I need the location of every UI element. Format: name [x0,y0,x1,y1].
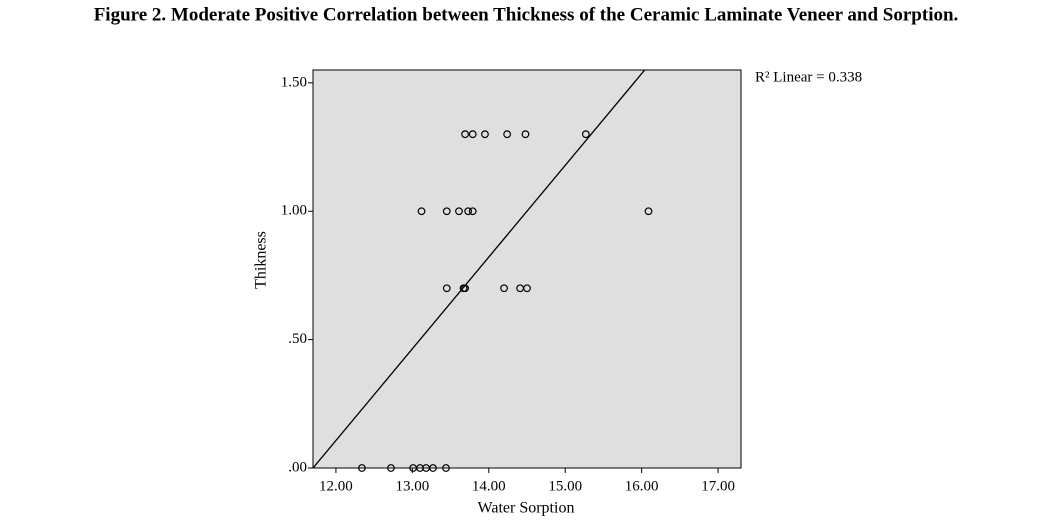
x-tick-label: 15.00 [548,478,582,494]
point [464,207,473,216]
x-axis-title: Water Sorption [478,500,575,517]
plot-border [312,69,742,469]
y-tick-label: 1.00 [281,203,307,219]
plot-area [313,70,741,468]
point [581,130,590,139]
point [521,130,530,139]
x-tick-label: 14.00 [472,478,506,494]
point [503,130,512,139]
point [468,130,477,139]
x-tick-label: 12.00 [319,478,353,494]
point [468,207,477,216]
point [455,207,463,216]
x-tick-label: 17.00 [701,478,735,494]
point [644,207,653,216]
x-tick-label: 13.00 [395,478,429,494]
point [461,284,469,293]
y-axis-title: Thikness [253,231,270,289]
x-tick-label: 16.00 [625,478,659,494]
point [442,207,451,216]
point [523,284,531,293]
annotation: R² Linear = 0.338 [755,69,862,85]
point [461,130,469,139]
y-tick-label: .50 [288,331,307,347]
point [442,284,451,293]
y-tick-label: .00 [288,459,307,475]
chart-title: Figure 2. Moderate Positive Correlation … [94,4,959,25]
point [417,207,426,216]
point [500,284,508,293]
point [481,130,489,139]
fit-line [313,70,646,468]
y-tick-label: 1.50 [281,74,307,90]
